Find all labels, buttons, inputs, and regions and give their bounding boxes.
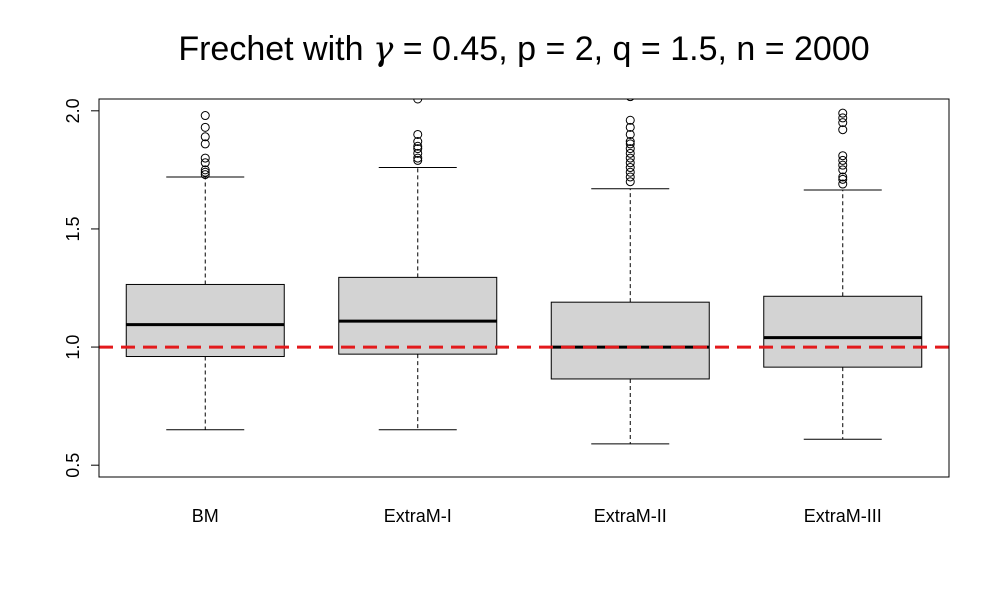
outlier-point	[625, 158, 635, 168]
outlier-point	[413, 155, 423, 165]
outlier-point	[625, 129, 635, 139]
box-iqr	[550, 301, 710, 380]
box-iqr	[338, 276, 498, 355]
outlier-point	[625, 122, 635, 132]
outlier-point	[200, 167, 210, 177]
outlier-point	[625, 148, 635, 158]
y-tick-label: 1.5	[63, 216, 83, 241]
outlier-point	[413, 129, 423, 139]
y-tick-label: 0.5	[63, 453, 83, 478]
chart-title: Frechet with γ = 0.45, p = 2, q = 1.5, n…	[178, 29, 869, 69]
outlier-point	[200, 122, 210, 132]
box-iqr	[763, 295, 923, 368]
x-tick-label: ExtraM-II	[594, 506, 667, 526]
outlier-point	[838, 174, 848, 184]
outlier-point	[625, 177, 635, 187]
outlier-point	[200, 139, 210, 149]
outlier-point	[838, 118, 848, 128]
plot-clip-group	[99, 99, 949, 445]
outlier-point	[625, 153, 635, 163]
outlier-point	[838, 113, 848, 123]
outlier-point	[625, 144, 635, 154]
outlier-point	[413, 144, 423, 154]
outlier-point	[838, 179, 848, 189]
x-tick-label: BM	[192, 506, 219, 526]
outlier-point	[838, 155, 848, 165]
outlier-point	[625, 167, 635, 177]
outlier-point	[200, 132, 210, 142]
outlier-point	[626, 99, 635, 102]
outlier-point	[838, 160, 848, 170]
outlier-point	[200, 111, 210, 121]
outlier-point	[838, 125, 848, 135]
outlier-point	[200, 165, 210, 175]
outlier-point	[838, 172, 848, 182]
outlier-point	[200, 153, 210, 163]
y-tick-label: 1.0	[63, 335, 83, 360]
outlier-point	[413, 148, 423, 158]
outlier-point	[625, 172, 635, 182]
plot-frame	[98, 98, 950, 478]
x-tick-label: ExtraM-III	[804, 506, 882, 526]
outlier-point	[200, 158, 210, 168]
outlier-point	[625, 139, 635, 149]
box-iqr	[125, 283, 285, 358]
outlier-point	[838, 108, 848, 118]
outlier-point	[413, 137, 423, 147]
outlier-point	[625, 163, 635, 173]
outlier-point	[625, 115, 635, 125]
outlier-point	[200, 170, 210, 180]
x-tick-label: ExtraM-I	[384, 506, 452, 526]
outlier-point	[838, 151, 848, 161]
plot-area: 0.5 1.0 1.5 2.0 BM ExtraM-I ExtraM-II ExtraM-II…	[63, 98, 950, 526]
outlier-point	[625, 137, 635, 147]
outlier-point	[413, 153, 423, 163]
outlier-point	[413, 141, 423, 151]
outlier-point	[838, 165, 848, 175]
y-tick-label: 2.0	[63, 98, 83, 123]
outlier-point	[413, 99, 423, 104]
